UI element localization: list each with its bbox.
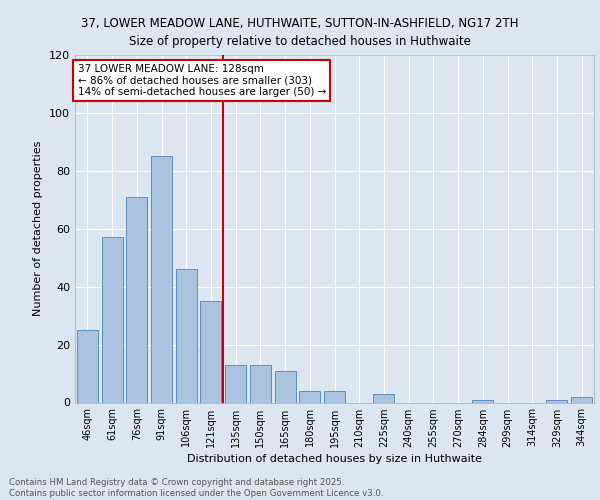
Bar <box>472 400 493 402</box>
Text: Size of property relative to detached houses in Huthwaite: Size of property relative to detached ho… <box>129 35 471 48</box>
Text: 37 LOWER MEADOW LANE: 128sqm
← 86% of detached houses are smaller (303)
14% of s: 37 LOWER MEADOW LANE: 128sqm ← 86% of de… <box>77 64 326 97</box>
Bar <box>324 391 345 402</box>
Bar <box>547 400 568 402</box>
Bar <box>373 394 394 402</box>
Bar <box>176 270 197 402</box>
Y-axis label: Number of detached properties: Number of detached properties <box>34 141 43 316</box>
X-axis label: Distribution of detached houses by size in Huthwaite: Distribution of detached houses by size … <box>187 454 482 464</box>
Bar <box>77 330 98 402</box>
Bar <box>151 156 172 402</box>
Bar <box>101 238 122 402</box>
Text: Contains HM Land Registry data © Crown copyright and database right 2025.
Contai: Contains HM Land Registry data © Crown c… <box>9 478 383 498</box>
Bar <box>225 365 246 403</box>
Bar <box>200 301 221 402</box>
Bar <box>275 370 296 402</box>
Text: 37, LOWER MEADOW LANE, HUTHWAITE, SUTTON-IN-ASHFIELD, NG17 2TH: 37, LOWER MEADOW LANE, HUTHWAITE, SUTTON… <box>81 18 519 30</box>
Bar <box>250 365 271 403</box>
Bar <box>571 396 592 402</box>
Bar <box>299 391 320 402</box>
Bar <box>126 197 147 402</box>
